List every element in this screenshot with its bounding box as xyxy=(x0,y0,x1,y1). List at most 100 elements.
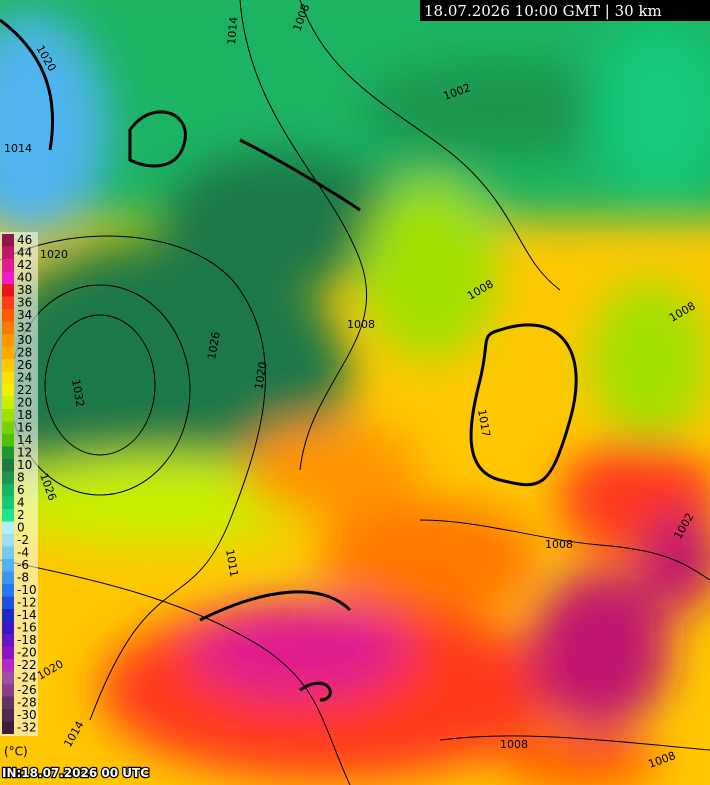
legend-label: 22 xyxy=(17,383,32,397)
legend-label: -4 xyxy=(17,545,29,559)
legend-swatch xyxy=(2,259,14,272)
legend-label: 6 xyxy=(17,483,25,497)
legend-label: 38 xyxy=(17,283,32,297)
legend-swatch xyxy=(2,371,14,384)
legend-label: 42 xyxy=(17,258,32,272)
legend-swatch xyxy=(2,346,14,359)
legend-label: 46 xyxy=(17,233,32,247)
legend-label: 16 xyxy=(17,420,32,434)
contours xyxy=(0,18,578,702)
isobar xyxy=(239,0,368,471)
isobar-label: 1008 xyxy=(347,318,375,331)
legend-swatch xyxy=(2,471,14,484)
legend-label: -28 xyxy=(17,695,37,709)
legend-swatch xyxy=(2,496,14,509)
legend-swatch xyxy=(2,671,14,684)
legend-swatch xyxy=(2,596,14,609)
isobar xyxy=(44,314,156,456)
legend-label: -24 xyxy=(17,670,37,684)
legend-label: 44 xyxy=(17,245,32,259)
legend-label: 40 xyxy=(17,270,32,284)
isobar-label: 1020 xyxy=(252,361,270,391)
isobar-label: 1032 xyxy=(69,378,87,408)
legend-swatch xyxy=(2,534,14,547)
isobar-label: 1011 xyxy=(223,548,241,578)
header-title: 18.07.2026 10:00 GMT | 30 km xyxy=(424,2,662,20)
legend-swatch xyxy=(2,421,14,434)
legend-label: -26 xyxy=(17,683,37,697)
isobar xyxy=(0,235,266,721)
legend-label: 4 xyxy=(17,495,25,509)
legend-swatch xyxy=(2,296,14,309)
legend-label: -16 xyxy=(17,620,37,634)
run-label: IN:18.07.2026 00 UTC xyxy=(2,766,149,780)
legend-swatch xyxy=(2,609,14,622)
legend-label: 10 xyxy=(17,458,32,472)
legend-label: -30 xyxy=(17,708,37,722)
legend-swatch xyxy=(2,321,14,334)
isobar-label: 1008 xyxy=(545,538,573,551)
contour-bold xyxy=(199,590,352,702)
legend-label: 26 xyxy=(17,358,32,372)
legend-label: -22 xyxy=(17,658,37,672)
isobar-label: 1014 xyxy=(4,142,32,155)
legend-swatch xyxy=(2,309,14,322)
isobar xyxy=(439,735,710,751)
legend-label: 32 xyxy=(17,320,32,334)
legend-swatch xyxy=(2,521,14,534)
legend-swatch xyxy=(2,709,14,722)
legend-label: 24 xyxy=(17,370,32,384)
legend-swatch xyxy=(2,359,14,372)
legend-label: 36 xyxy=(17,295,32,309)
legend-swatch xyxy=(2,234,14,247)
legend-swatch xyxy=(2,396,14,409)
legend-swatch xyxy=(2,571,14,584)
legend-label: 28 xyxy=(17,345,32,359)
legend-swatch xyxy=(2,384,14,397)
legend-swatch xyxy=(2,646,14,659)
legend-swatch xyxy=(2,434,14,447)
isobar xyxy=(0,559,351,785)
legend-label: -20 xyxy=(17,645,37,659)
legend-swatch xyxy=(2,271,14,284)
legend-label: 20 xyxy=(17,395,32,409)
contour-bold xyxy=(469,323,578,487)
legend-label: 0 xyxy=(17,520,25,534)
legend-label: 34 xyxy=(17,308,32,322)
isobar xyxy=(419,519,710,581)
legend-label: 30 xyxy=(17,333,32,347)
legend-swatch xyxy=(2,696,14,709)
legend-swatch xyxy=(2,334,14,347)
legend-swatch xyxy=(2,684,14,697)
legend-label: 12 xyxy=(17,445,32,459)
legend-swatch xyxy=(2,621,14,634)
legend-swatch xyxy=(2,659,14,672)
legend-label: -14 xyxy=(17,608,37,622)
legend-swatch xyxy=(2,459,14,472)
legend-label: -8 xyxy=(17,570,29,584)
legend-swatch xyxy=(2,246,14,259)
legend-unit: (°C) xyxy=(4,745,28,759)
legend-swatch xyxy=(2,446,14,459)
legend-label: -10 xyxy=(17,583,37,597)
legend-label: 8 xyxy=(17,470,25,484)
legend-swatch xyxy=(2,584,14,597)
isobar-label: 1014 xyxy=(225,16,240,45)
legend-label: 14 xyxy=(17,433,32,447)
legend-label: 2 xyxy=(17,508,25,522)
legend-swatch xyxy=(2,409,14,422)
isobar-label: 1008 xyxy=(500,738,528,751)
isobar-label: 1017 xyxy=(475,408,493,438)
legend-swatch xyxy=(2,721,14,734)
header-box xyxy=(420,0,710,21)
legend-label: -32 xyxy=(17,720,37,734)
legend-swatch xyxy=(2,546,14,559)
legend-swatch xyxy=(2,509,14,522)
legend-label: -18 xyxy=(17,633,37,647)
legend-swatch xyxy=(2,559,14,572)
legend-label: -6 xyxy=(17,558,29,572)
isobar xyxy=(299,0,561,291)
